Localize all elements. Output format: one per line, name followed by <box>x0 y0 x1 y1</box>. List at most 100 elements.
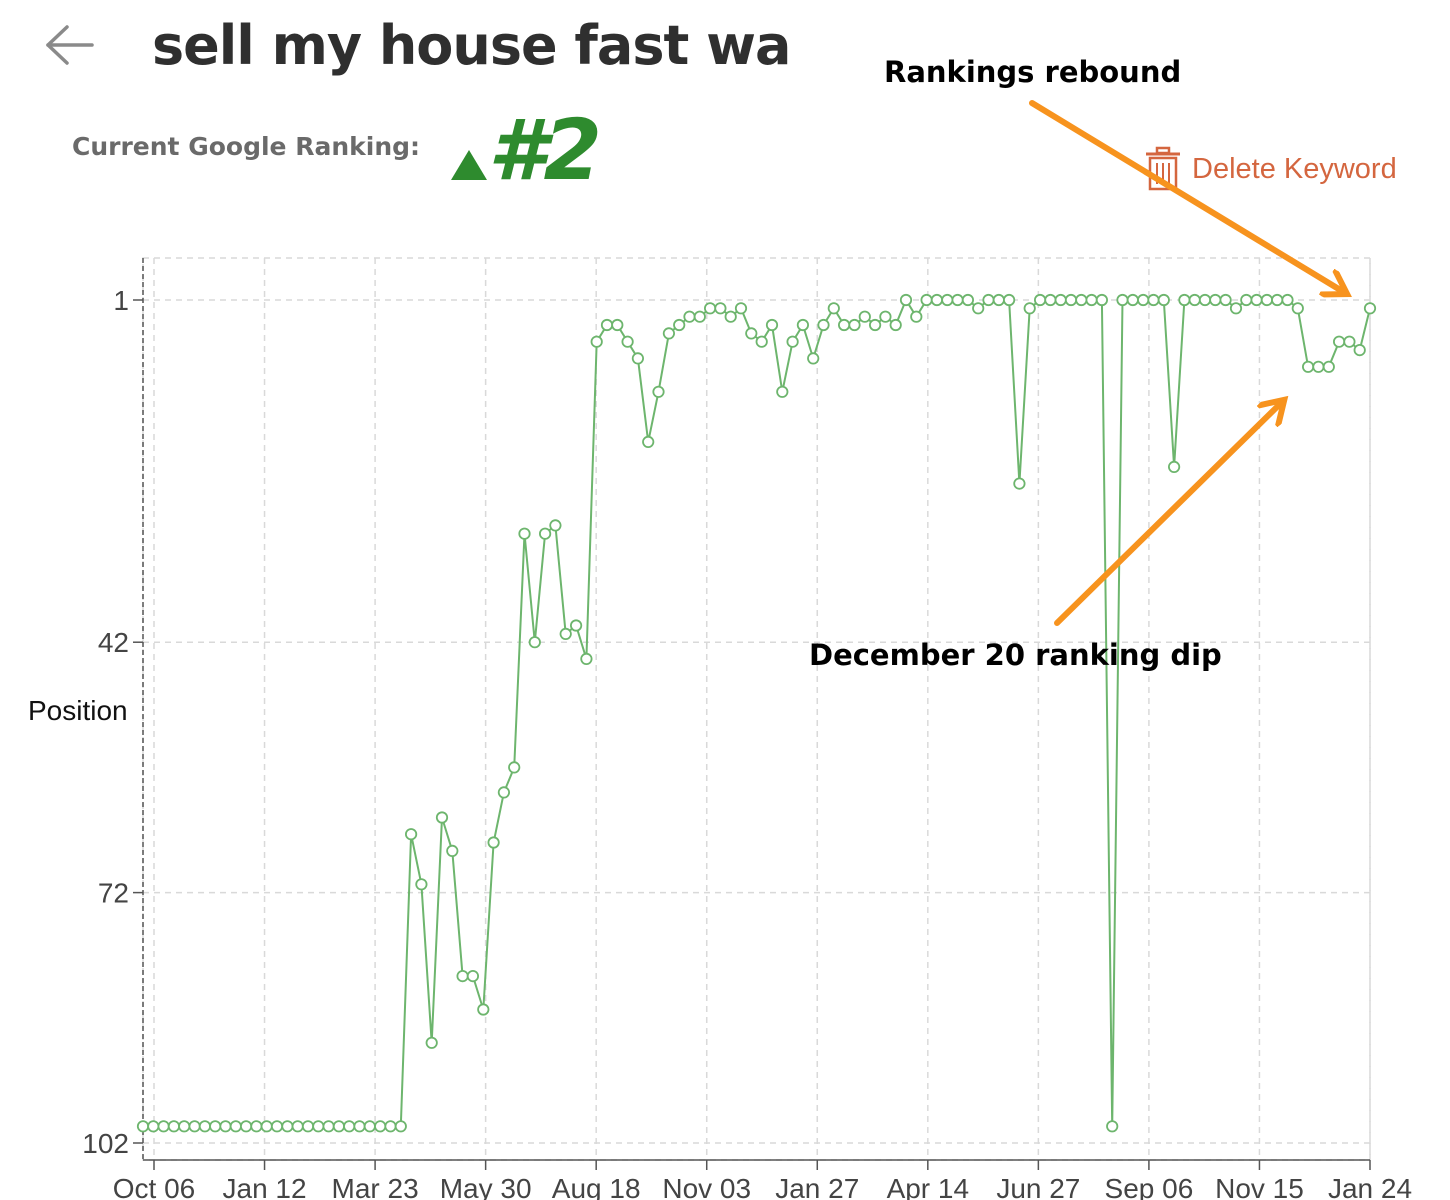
data-point <box>415 878 428 891</box>
data-point <box>1209 293 1222 307</box>
data-point <box>1302 360 1315 373</box>
data-point <box>188 1120 201 1133</box>
data-point <box>1085 293 1098 307</box>
data-point <box>157 1120 170 1133</box>
page-title: sell my house fast wa <box>152 14 791 77</box>
y-tick-label: 72 <box>98 878 129 909</box>
x-tick-label: Nov 15 <box>1215 1173 1304 1200</box>
back-button[interactable] <box>40 18 100 72</box>
data-point <box>920 293 933 307</box>
data-point <box>734 302 748 315</box>
data-point <box>229 1120 242 1133</box>
data-point <box>178 1120 191 1133</box>
y-axis-label: Position <box>28 695 128 726</box>
data-point <box>250 1120 263 1133</box>
data-point <box>683 310 696 323</box>
data-point <box>1312 360 1325 373</box>
data-point <box>1002 293 1016 307</box>
data-point <box>1363 302 1377 315</box>
data-point <box>982 293 995 307</box>
data-point <box>136 1120 150 1133</box>
data-point <box>322 1120 335 1133</box>
data-point <box>590 335 603 348</box>
data-point <box>776 385 789 398</box>
data-point <box>1343 335 1356 348</box>
delete-keyword-label: Delete Keyword <box>1192 152 1397 185</box>
data-point <box>1137 293 1150 307</box>
data-point <box>1075 293 1088 307</box>
data-point <box>611 318 624 332</box>
x-tick-label: Nov 03 <box>662 1173 751 1200</box>
data-point <box>662 327 676 340</box>
triangle-up-icon <box>451 150 487 180</box>
arrow-left-icon <box>46 25 94 65</box>
data-point <box>343 1120 356 1133</box>
data-point <box>1260 293 1274 307</box>
data-point <box>353 1120 366 1133</box>
dip-annotation: December 20 ranking dip <box>809 638 1222 672</box>
ranking-label: Current Google Ranking: <box>72 132 421 161</box>
data-point <box>600 318 614 332</box>
data-point <box>745 327 758 340</box>
data-point <box>1281 293 1294 307</box>
data-point <box>477 1003 490 1016</box>
data-point <box>363 1120 376 1133</box>
data-point <box>1064 293 1078 307</box>
series-line <box>143 297 1371 1128</box>
data-point <box>374 1120 387 1133</box>
data-point <box>291 1120 304 1133</box>
data-point <box>384 1120 397 1133</box>
rebound-arrow <box>1029 100 1342 291</box>
plot-frame <box>142 257 1371 1161</box>
data-point <box>147 1120 160 1133</box>
data-point <box>930 293 944 307</box>
delete-keyword-button[interactable]: Delete Keyword <box>1142 144 1397 194</box>
data-point <box>466 969 479 983</box>
data-point <box>508 761 521 774</box>
chart-series <box>136 293 1377 1133</box>
data-point <box>796 318 810 332</box>
data-point <box>518 527 531 540</box>
x-tick-label: Jan 12 <box>223 1173 307 1200</box>
data-point <box>1271 293 1284 307</box>
data-point <box>1095 293 1109 307</box>
data-point <box>1034 293 1047 307</box>
data-point <box>528 636 541 649</box>
chart-grid <box>142 257 1371 1161</box>
data-point <box>951 293 964 307</box>
data-point <box>301 1120 315 1133</box>
data-point <box>167 1120 180 1133</box>
data-point <box>858 310 871 323</box>
x-tick-label: Apr 14 <box>887 1173 970 1200</box>
data-point <box>332 1120 345 1133</box>
data-point <box>569 619 583 632</box>
data-point <box>1240 293 1253 307</box>
data-point <box>559 627 572 641</box>
data-point <box>703 302 717 315</box>
data-point <box>260 1120 273 1133</box>
data-point <box>879 310 892 323</box>
x-tick-label: Jun 27 <box>996 1173 1080 1200</box>
data-point <box>1219 293 1232 307</box>
data-point <box>446 844 459 858</box>
data-point <box>456 969 469 983</box>
x-tick-label: Aug 18 <box>552 1173 641 1200</box>
dip-arrow <box>1054 404 1280 626</box>
data-point <box>868 318 882 332</box>
data-point <box>240 1120 253 1133</box>
data-point <box>1333 335 1346 348</box>
data-point <box>807 352 820 365</box>
data-point <box>1157 293 1170 307</box>
data-point <box>972 302 985 315</box>
data-point <box>1023 302 1036 315</box>
data-point <box>631 352 645 365</box>
data-point <box>487 836 500 849</box>
data-point <box>281 1120 294 1133</box>
data-point <box>910 310 923 323</box>
x-tick-label: May 30 <box>440 1173 532 1200</box>
data-point <box>1147 293 1160 307</box>
data-point <box>497 786 510 799</box>
data-point <box>209 1120 222 1133</box>
data-point <box>270 1120 284 1133</box>
